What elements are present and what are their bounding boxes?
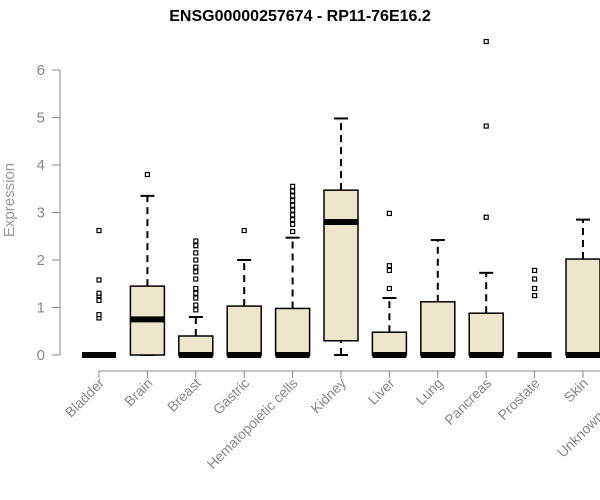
- y-tick-label: 5: [37, 110, 45, 127]
- outlier-point: [193, 307, 199, 313]
- box-iqr: [420, 301, 456, 356]
- outlier-point: [193, 264, 199, 270]
- box-iqr: [323, 189, 359, 342]
- box-iqr: [371, 331, 408, 356]
- outlier-point: [193, 290, 199, 296]
- x-category-label: Pancreas: [441, 375, 494, 428]
- outlier-point: [290, 207, 296, 213]
- outlier-point: [531, 285, 538, 292]
- outlier-point: [290, 183, 296, 189]
- y-axis-title: Expression: [1, 163, 18, 237]
- outlier-point: [483, 38, 489, 45]
- outlier-point: [193, 257, 199, 263]
- outlier-point: [483, 214, 489, 220]
- outlier-point: [386, 267, 392, 274]
- box-iqr: [468, 312, 504, 356]
- outlier-point: [96, 227, 102, 234]
- y-tick-label: 1: [37, 300, 45, 317]
- outlier-point: [96, 312, 102, 318]
- outlier-point: [193, 250, 199, 256]
- outlier-point: [386, 285, 392, 292]
- x-category-label: Kidney: [308, 375, 350, 417]
- y-tick-label: 3: [37, 205, 45, 222]
- outlier-point: [531, 276, 538, 282]
- box-iqr: [226, 305, 262, 356]
- chart-title: ENSG00000257674 - RP11-76E16.2: [169, 8, 431, 25]
- outlier-point: [290, 193, 296, 199]
- outlier-point: [290, 228, 296, 235]
- outlier-point: [144, 171, 150, 178]
- x-category-label: Skin: [561, 375, 592, 406]
- x-category-label: Gastric: [210, 375, 253, 418]
- outlier-point: [290, 212, 296, 218]
- outlier-point: [483, 123, 489, 129]
- y-tick-label: 4: [37, 157, 45, 174]
- box-iqr: [565, 258, 600, 356]
- x-category-label: Breast: [164, 375, 204, 415]
- outlier-point: [290, 202, 296, 208]
- outlier-point: [96, 277, 102, 283]
- outlier-point: [96, 297, 102, 303]
- outlier-point: [193, 295, 199, 301]
- x-category-label: Liver: [365, 375, 398, 408]
- outlier-point: [290, 188, 296, 194]
- x-category-label: Brain: [121, 375, 155, 409]
- outlier-point: [531, 267, 538, 274]
- outlier-point: [193, 243, 199, 249]
- x-category-label: Lung: [413, 375, 446, 408]
- outlier-point: [193, 276, 199, 282]
- box-iqr: [274, 307, 311, 356]
- outlier-point: [193, 302, 199, 308]
- outlier-point: [193, 269, 199, 275]
- y-tick-label: 0: [37, 347, 45, 364]
- outlier-point: [193, 285, 199, 292]
- outlier-point: [290, 217, 296, 223]
- outlier-point: [193, 238, 199, 244]
- x-category-label: Bladder: [62, 375, 108, 421]
- x-category-label: Prostate: [495, 375, 543, 423]
- x-category-label: Hematopoietic cells: [204, 375, 301, 472]
- outlier-point: [241, 227, 247, 234]
- outlier-point: [290, 221, 296, 227]
- y-tick-label: 6: [37, 62, 45, 79]
- outlier-point: [386, 263, 392, 269]
- outlier-point: [531, 293, 538, 299]
- outlier-point: [290, 198, 296, 204]
- y-tick-label: 2: [37, 252, 45, 269]
- outlier-point: [386, 210, 392, 217]
- outlier-point: [96, 290, 102, 296]
